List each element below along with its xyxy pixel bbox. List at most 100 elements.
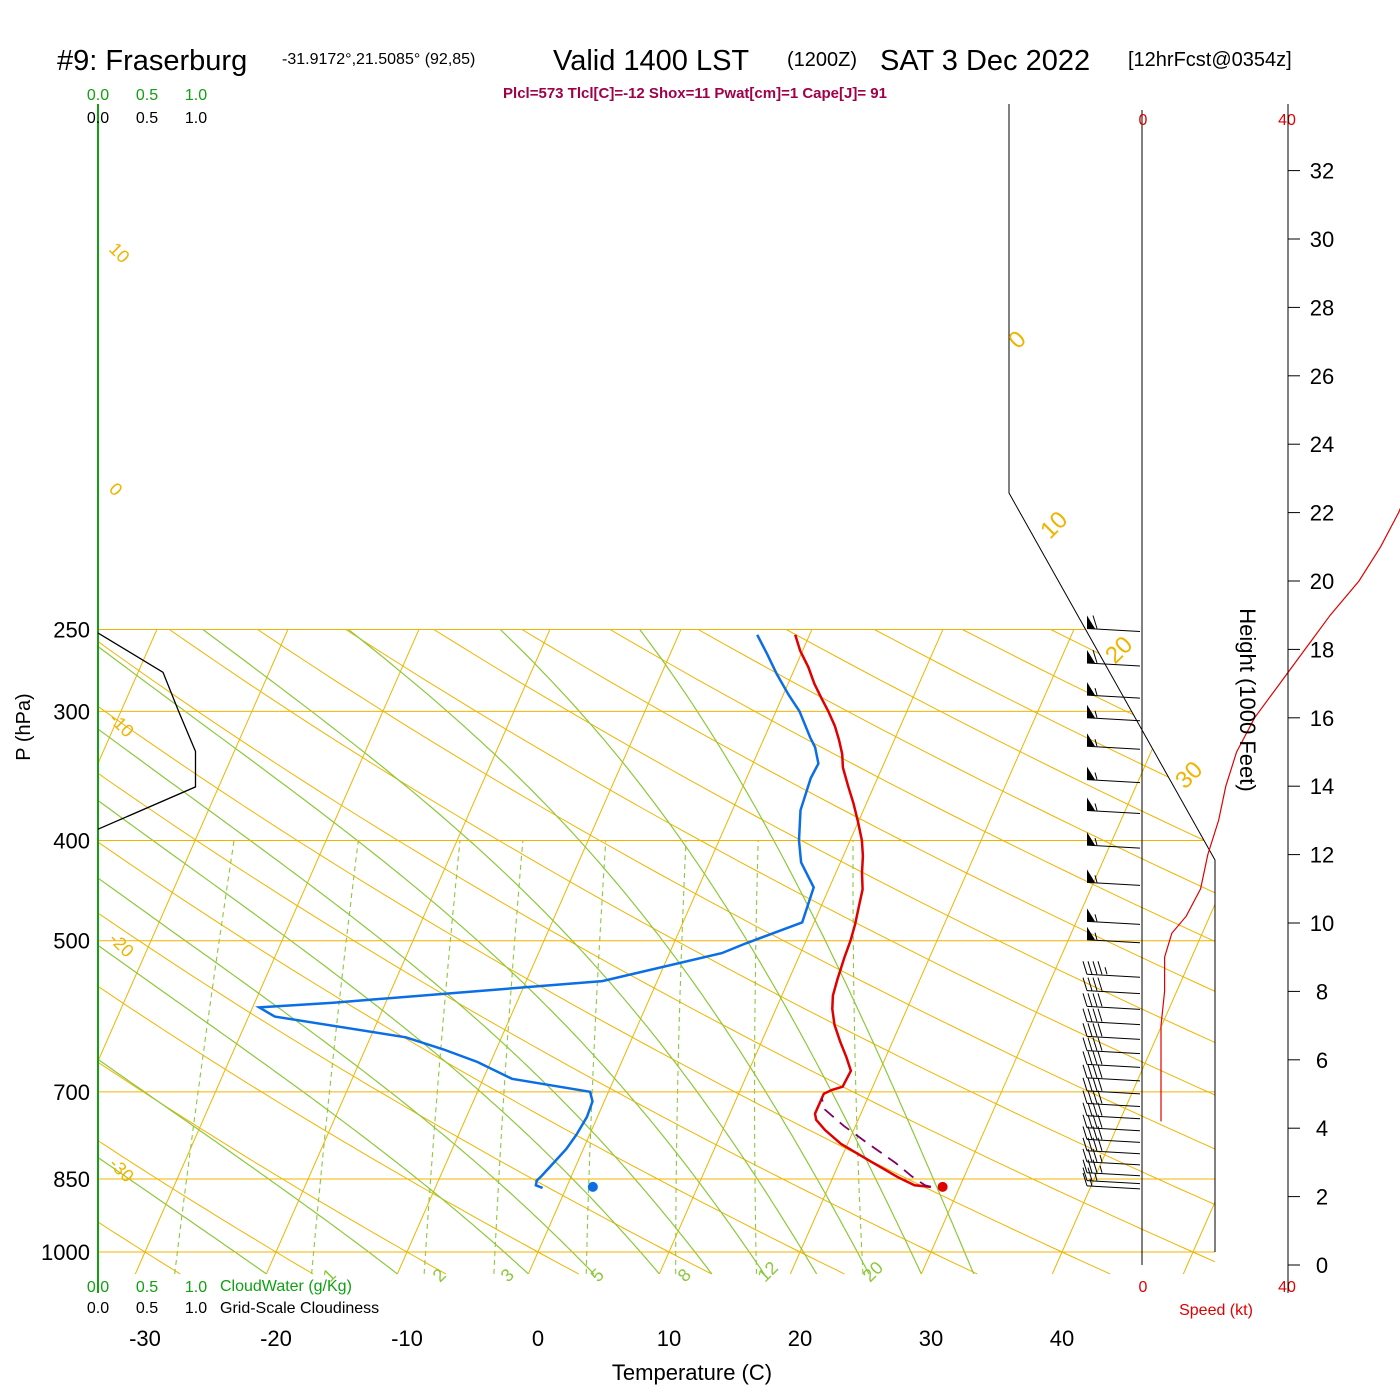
wind-barb	[1082, 1102, 1141, 1120]
cloudwater-tick-bottom: 0.5	[136, 1279, 158, 1296]
wind-barb	[1086, 733, 1141, 750]
temperature-tick-label: 40	[1050, 1326, 1074, 1351]
wind-barb	[1086, 797, 1141, 815]
plot-frame	[97, 104, 1216, 1293]
temperature-tick-label: -20	[260, 1326, 292, 1351]
surface-dewpoint-dot	[587, 1181, 598, 1192]
wind-barb	[1082, 1090, 1141, 1107]
temperature-tick-label: 10	[657, 1326, 681, 1351]
isotherm-label: 10	[105, 239, 133, 267]
parcel-line	[820, 1097, 932, 1188]
wind-barb	[1086, 615, 1141, 632]
moist-adiabat-line	[202, 629, 818, 1275]
isotherm-line	[98, 629, 289, 1275]
wind-barb	[1082, 1023, 1141, 1040]
cloudiness-tick-top: 0.0	[87, 110, 109, 127]
mixing-ratio-line	[852, 840, 864, 1274]
cloudwater-tick-bottom: 0.0	[87, 1279, 109, 1296]
cloudiness-label: Grid-Scale Cloudiness	[220, 1300, 379, 1317]
dry-adiabat-line	[98, 629, 314, 1275]
wind-barb	[1082, 977, 1141, 995]
moist-adiabat-line	[348, 629, 870, 1275]
moist-adiabat-line	[98, 629, 660, 1275]
dry-adiabat-line	[1050, 629, 1215, 1275]
wind-barb	[1082, 1148, 1141, 1166]
moist-adiabat-line	[98, 629, 765, 1275]
temperature-tick-label: 0	[532, 1326, 544, 1351]
mixing-ratio-label: 3	[497, 1265, 518, 1286]
mixing-ratio-label: 5	[587, 1265, 608, 1286]
moist-adiabat-line	[98, 629, 267, 1275]
cloudiness-tick-bottom: 1.0	[185, 1300, 207, 1317]
isotherm-line	[789, 629, 1075, 1275]
pressure-tick-label: 1000	[41, 1240, 90, 1265]
height-tick-label: 12	[1310, 843, 1334, 868]
cloudwater-tick-top: 1.0	[185, 87, 207, 104]
height-tick-label: 16	[1310, 706, 1334, 731]
mixing-ratio-line	[423, 840, 461, 1274]
height-axis-title: Height (1000 Feet)	[1235, 608, 1260, 791]
cloudiness-tick-bottom: 0.0	[87, 1300, 109, 1317]
stability-indices: Plcl=573 Tlcl[C]=-12 Shox=11 Pwat[cm]=1 …	[503, 85, 887, 102]
dry-adiabat-line	[98, 629, 712, 1275]
mixing-ratio-line	[675, 840, 687, 1274]
isotherm-line	[265, 629, 551, 1275]
wind-speed-profile	[1160, 507, 1400, 1122]
height-tick-label: 20	[1310, 569, 1334, 594]
isotherm-label: 10	[1035, 506, 1073, 544]
valid-time: Valid 1400 LST	[553, 45, 749, 77]
pressure-tick-label: 700	[53, 1080, 90, 1105]
wind-barb	[1082, 1159, 1141, 1177]
cloudwater-label: CloudWater (g/Kg)	[220, 1278, 352, 1295]
dry-adiabat-line	[98, 629, 978, 1275]
height-tick-label: 6	[1316, 1048, 1328, 1073]
dry-adiabat-line	[609, 629, 1215, 1275]
mixing-ratio-label: 8	[674, 1265, 695, 1286]
skew-t-grid	[98, 628, 1215, 1275]
isotherm-label: 0	[105, 479, 126, 500]
moist-adiabat-line	[98, 629, 529, 1275]
moist-adiabat-line	[98, 629, 398, 1275]
moist-adiabat-line	[499, 629, 922, 1275]
height-tick-label: 14	[1310, 774, 1334, 799]
mixing-ratio-line	[493, 840, 524, 1274]
cloudwater-tick-top: 0.0	[87, 87, 109, 104]
wind-barb	[1082, 1064, 1141, 1082]
sounding-lines	[255, 634, 948, 1192]
speed-tick-top: 0	[1139, 112, 1148, 129]
temperature-tick-label: 20	[788, 1326, 812, 1351]
isotherm-label: -20	[105, 929, 138, 962]
plot-right-boundary	[1008, 104, 1216, 1252]
isotherm-label: 20	[1100, 631, 1138, 669]
y-axis-title: P (hPa)	[13, 693, 35, 760]
speed-tick-bottom: 0	[1139, 1279, 1148, 1296]
wind-barb	[1086, 832, 1141, 849]
temperature-tick-label: 30	[919, 1326, 943, 1351]
height-tick-label: 4	[1316, 1116, 1328, 1141]
wind-barb	[1086, 649, 1141, 667]
wind-panel: 0040408080120120	[1082, 110, 1400, 1296]
wind-barb	[1082, 1172, 1141, 1190]
height-tick-label: 10	[1310, 911, 1334, 936]
cloud-panel: 0.0 0.0 0.0 0.0 0.5 0.5 0.5 0.5 1.0 1.0 1.0 1.0	[87, 87, 207, 1317]
dewpoint-line	[255, 634, 820, 1190]
isotherm-line	[1182, 629, 1215, 1275]
height-tick-label: 22	[1310, 501, 1334, 526]
moist-adiabat-line	[98, 629, 595, 1275]
wind-barb	[1082, 1167, 1141, 1185]
height-tick-label: 18	[1310, 637, 1334, 662]
moist-adiabat-line	[639, 629, 975, 1275]
moist-adiabat-line	[98, 629, 713, 1275]
pressure-tick-label: 500	[53, 929, 90, 954]
wind-barb	[1086, 869, 1141, 886]
mixing-ratio-label: 2	[429, 1265, 450, 1286]
isotherm-label: 30	[1170, 756, 1208, 794]
x-axis-title: Temperature (C)	[612, 1360, 772, 1385]
station-coords: -31.9172°,21.5085° (92,85)	[282, 51, 475, 68]
dry-adiabat-line	[433, 629, 1215, 1275]
station-title: #9: Fraserburg	[57, 45, 247, 77]
surface-temperature-dot	[937, 1181, 948, 1192]
height-tick-label: 30	[1310, 227, 1334, 252]
wind-barb	[1082, 1114, 1141, 1132]
